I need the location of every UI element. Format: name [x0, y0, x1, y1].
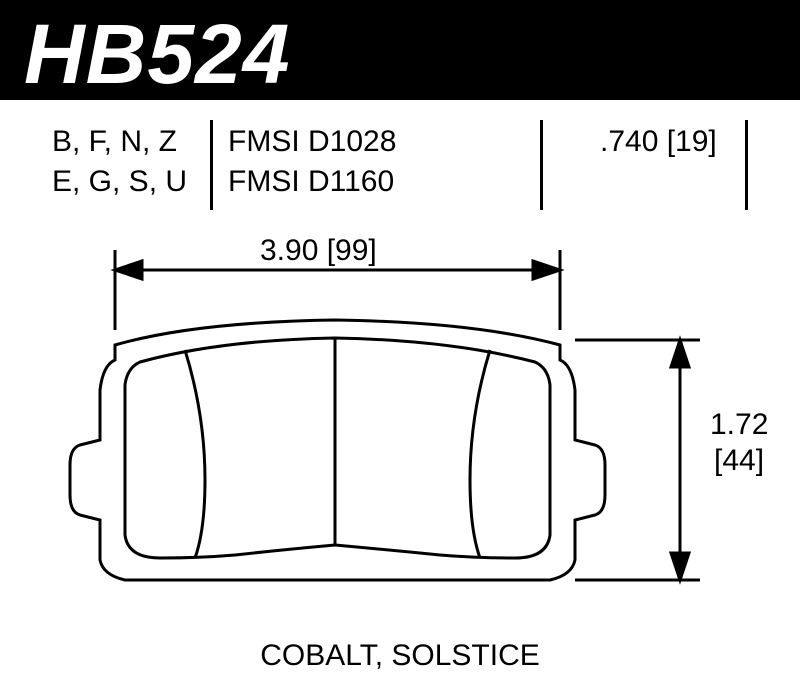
brake-pad-drawing [0, 0, 800, 691]
fitment-caption: COBALT, SOLSTICE [0, 639, 800, 673]
